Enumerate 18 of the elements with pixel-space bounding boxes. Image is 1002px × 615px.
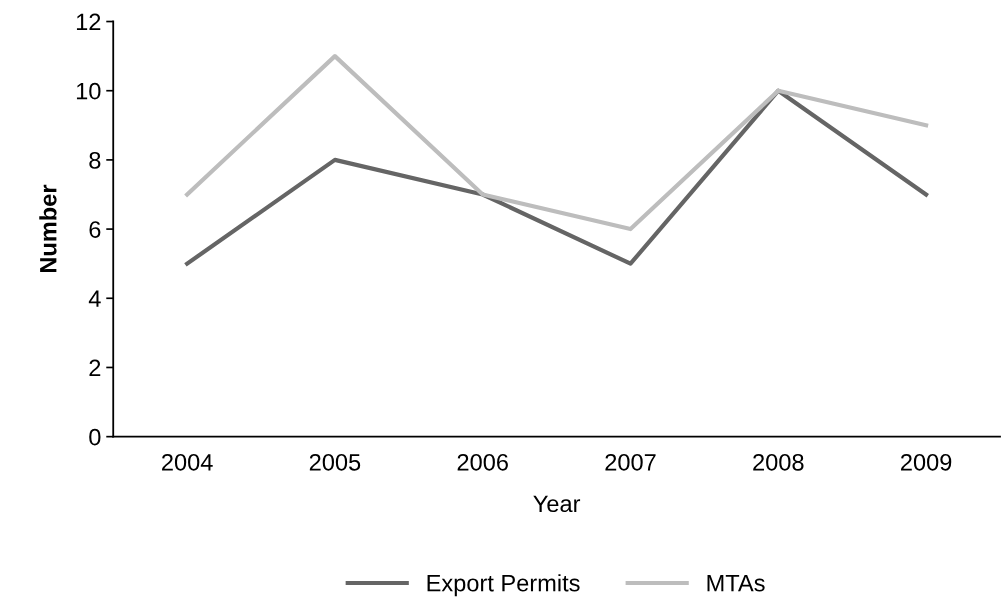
x-tick-label: 2004 — [162, 453, 213, 471]
y-tick-label: 2 — [89, 359, 101, 377]
y-axis-title: Number — [39, 184, 57, 273]
x-tick-label: 2009 — [901, 453, 952, 471]
x-axis-title: Year — [533, 495, 581, 513]
y-tick-label: 0 — [89, 428, 101, 446]
x-tick-label: 2007 — [605, 453, 656, 471]
y-tick-label: 10 — [76, 82, 101, 100]
legend-label: Export Permits — [427, 574, 580, 597]
legend-label: MTAs — [707, 575, 765, 592]
y-tick-label: 6 — [89, 221, 101, 238]
y-tick-label: 4 — [88, 290, 101, 307]
line-series — [185, 54, 929, 232]
x-tick-label: 2008 — [753, 453, 804, 471]
y-tick-label: 8 — [89, 151, 101, 169]
y-tick-label: 12 — [76, 13, 101, 31]
x-tick-label: 2005 — [309, 453, 361, 471]
x-tick-label: 2006 — [457, 453, 508, 471]
